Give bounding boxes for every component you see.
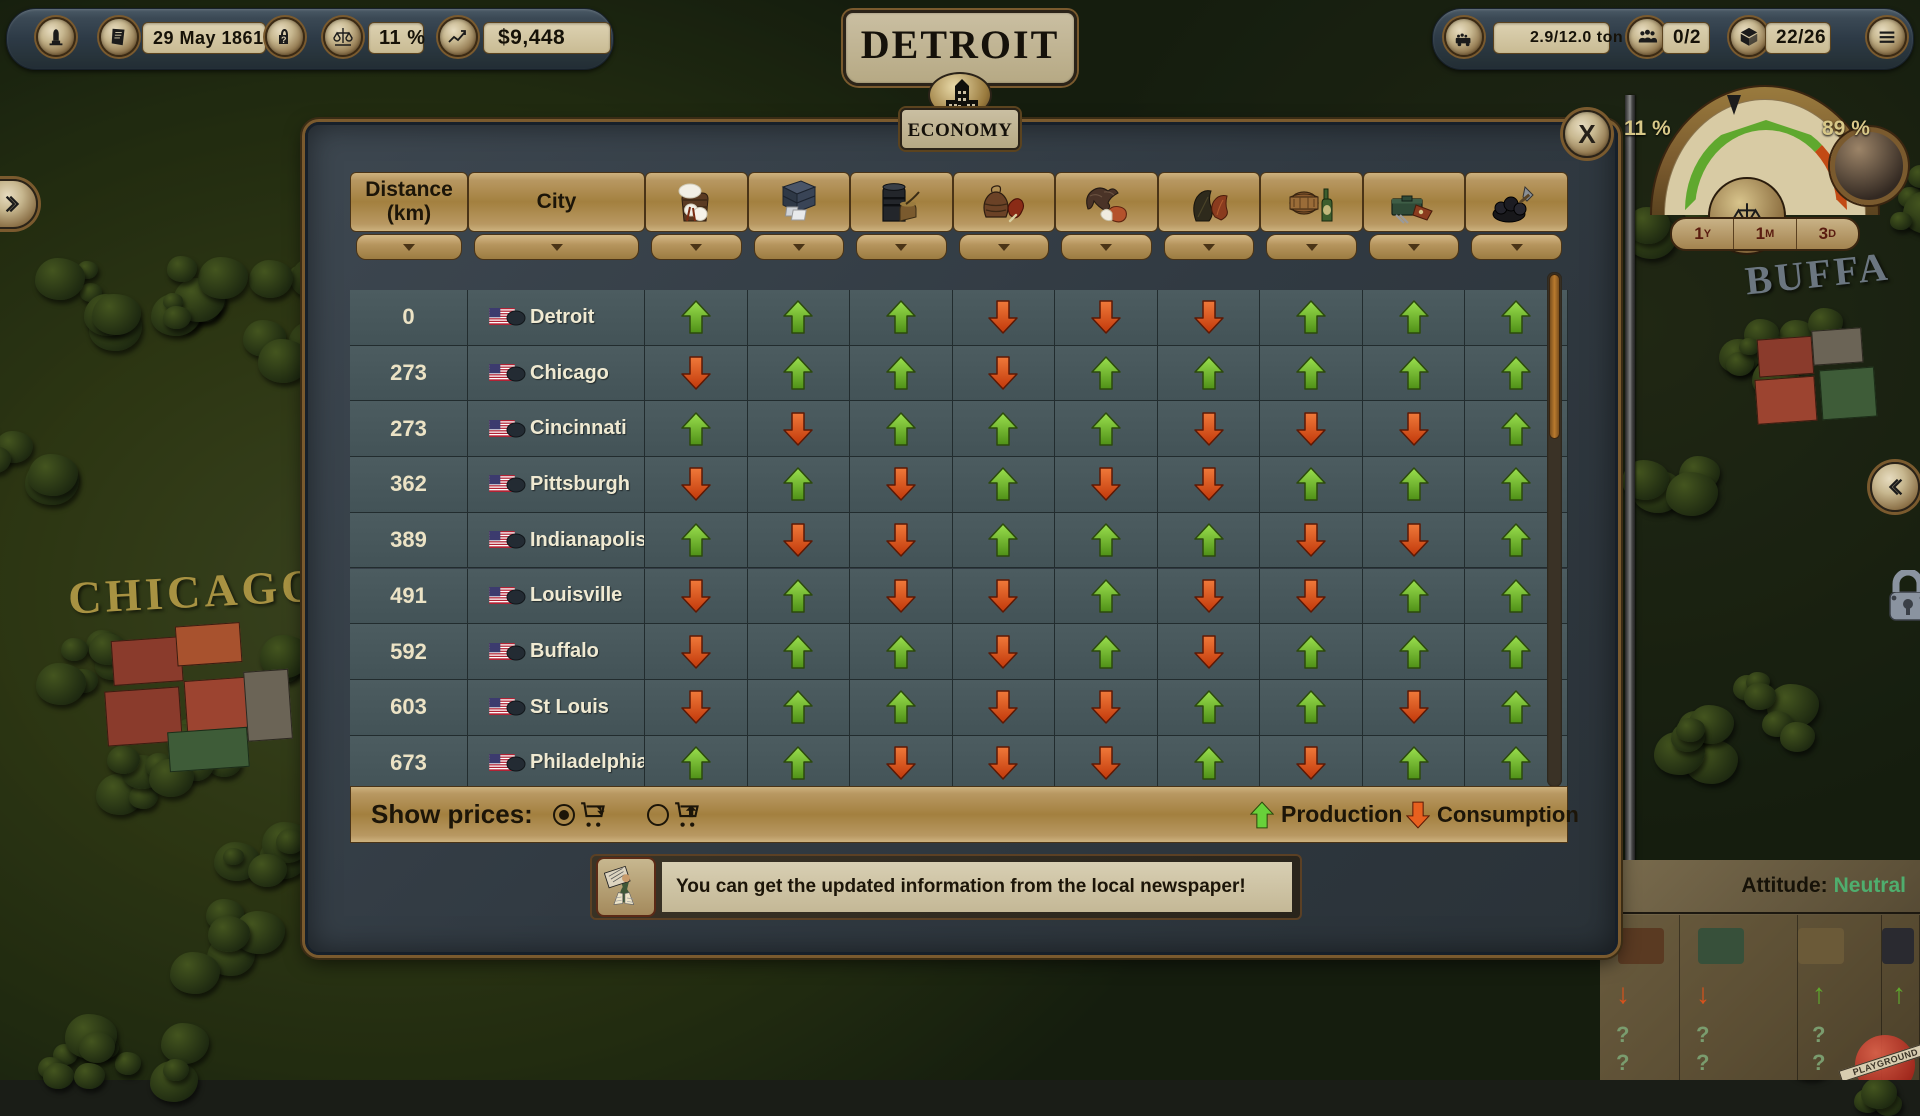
svg-text:?: ? <box>281 35 287 45</box>
